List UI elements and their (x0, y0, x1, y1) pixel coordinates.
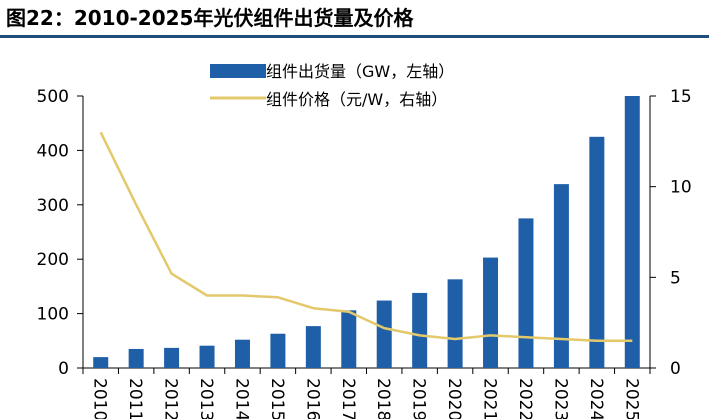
left-axis-tick-label: 0 (58, 359, 69, 379)
bar-2014 (234, 339, 250, 368)
left-axis-tick-label: 500 (37, 87, 69, 107)
x-tick-label-2016: 2016 (302, 378, 322, 419)
x-tick-label-2021: 2021 (480, 378, 500, 419)
x-tick-label-2010: 2010 (90, 378, 110, 419)
bar-2020 (447, 279, 463, 368)
legend: 组件出货量（GW，左轴） 组件价格（元/W，右轴） (210, 62, 454, 109)
left-axis-tick-label: 300 (37, 196, 69, 216)
bar-2021 (483, 257, 499, 368)
right-axis-tick-label: 5 (670, 268, 681, 288)
legend-line-label: 组件价格（元/W，右轴） (266, 90, 447, 109)
x-tick-label-2015: 2015 (267, 378, 287, 419)
bar-2025 (624, 96, 640, 368)
bar-2015 (270, 333, 286, 368)
right-axis-tick-label: 10 (670, 178, 692, 198)
x-tick-label-2014: 2014 (231, 378, 251, 419)
x-tick-label-2022: 2022 (515, 378, 535, 419)
line-series (99, 131, 633, 343)
bar-2018 (376, 300, 392, 368)
bar-2011 (128, 348, 144, 368)
left-axis-tick-label: 100 (37, 305, 69, 325)
bar-2023 (553, 184, 569, 368)
x-tick-label-2012: 2012 (161, 378, 181, 419)
x-tick-label-2025: 2025 (621, 378, 641, 419)
bar-2012 (164, 347, 180, 368)
bar-2013 (199, 345, 215, 368)
x-tick-label-2019: 2019 (409, 378, 429, 419)
x-tick-label-2023: 2023 (550, 378, 570, 419)
price-line (99, 131, 633, 343)
bar-2024 (589, 136, 605, 368)
left-axis-tick-label: 200 (37, 250, 69, 270)
title-underline (0, 35, 709, 38)
x-tick-label-2020: 2020 (444, 378, 464, 419)
bar-2010 (93, 357, 109, 368)
legend-bar-swatch (210, 64, 266, 78)
x-tick-label-2018: 2018 (373, 378, 393, 419)
right-axis-tick-label: 15 (670, 87, 692, 107)
x-tick-label-2017: 2017 (338, 378, 358, 419)
left-axis-tick-label: 400 (37, 141, 69, 161)
bar-series (93, 96, 640, 368)
right-axis-tick-label: 0 (670, 359, 681, 379)
bar-2016 (305, 326, 321, 368)
x-tick-label-2013: 2013 (196, 378, 216, 419)
bar-2017 (341, 310, 357, 368)
axes: 0 100 200 300 400 500 0 5 10 15 (37, 87, 692, 379)
legend-bar-label: 组件出货量（GW，左轴） (266, 62, 454, 81)
bar-2022 (518, 218, 534, 368)
figure-title: 图22：2010-2025年光伏组件出货量及价格 (6, 6, 414, 30)
x-tick-label-2024: 2024 (586, 378, 606, 419)
x-tick-label-2011: 2011 (125, 378, 145, 419)
x-tick-labels: 2010 2011 2012 2013 2014 2015 2016 2017 2018 2019… (90, 378, 642, 419)
bar-2019 (412, 292, 428, 368)
